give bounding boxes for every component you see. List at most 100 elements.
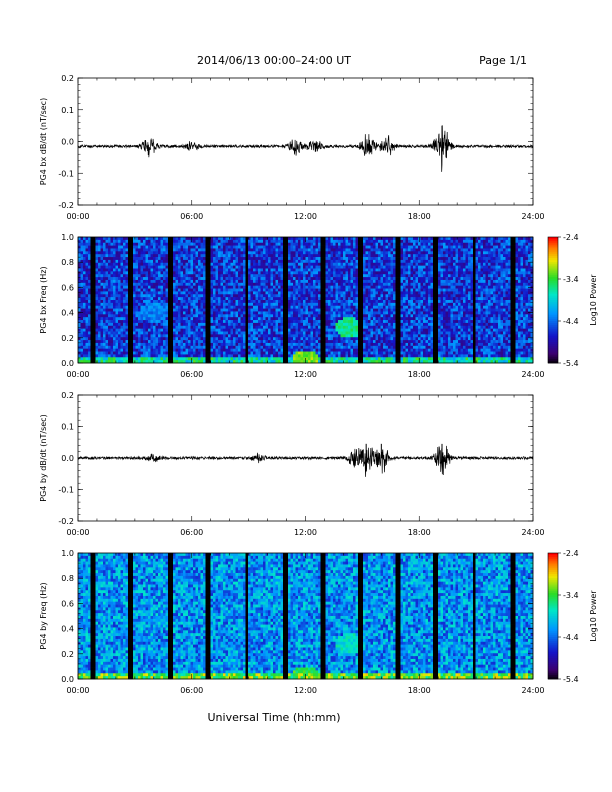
spectrogram-cell [200,288,204,292]
spectrogram-cell [255,314,259,318]
spectrogram-cell [113,320,116,324]
spectrogram-cell [305,245,309,249]
x-tick-label: 12:00 [294,212,317,221]
spectrogram-cell [158,242,161,246]
spectrogram-cell [345,251,349,255]
spectrogram-cell [340,268,344,272]
spectrogram-cell [313,357,316,361]
spectrogram-cell [198,288,201,292]
spectrogram-cell [325,291,329,295]
spectrogram-cell [350,302,354,307]
spectrogram-cell [310,288,314,292]
spectrogram-cell [213,328,216,332]
spectrogram-cell [153,325,156,329]
spectrogram-cell [155,288,159,292]
spectrogram-cell [335,351,339,355]
spectrogram-cell [260,265,264,269]
spectrogram-cell [183,259,186,264]
spectrogram-cell [238,314,241,318]
spectrogram-cell [95,254,99,258]
spectrogram-cell [245,279,249,284]
spectrogram-cell [108,360,111,364]
spectrogram-cell [308,294,311,298]
spectrogram-cell [83,360,86,364]
spectrogram-cell [185,357,189,361]
spectrogram-cell [220,291,224,295]
spectrogram-cell [253,305,256,309]
spectrogram-cell [83,265,86,269]
spectrogram-cell [300,308,304,312]
spectrogram-cell [145,268,149,272]
spectrogram-cell [100,279,104,284]
spectrogram-cell [98,262,101,266]
spectrogram-cell [338,259,341,264]
spectrogram-cell [223,300,226,304]
spectrogram-cell [83,248,86,252]
spectrogram-cell [195,348,199,352]
spectrogram-cell [98,305,101,309]
spectrogram-cell [195,265,199,269]
spectrogram-cell [153,351,156,355]
spectrogram-cell [90,325,94,329]
spectrogram-cell [270,262,274,266]
spectrogram-cell [183,268,186,272]
spectrogram-cell [223,248,226,252]
spectrogram-cell [238,248,241,252]
spectrogram-cell [333,248,336,252]
spectrogram-cell [133,288,136,292]
spectrogram-cell [258,274,261,278]
spectrogram-cell [273,302,276,307]
spectrogram-cell [205,311,209,315]
spectrogram-cell [248,285,251,289]
spectrogram-cell [270,351,274,355]
spectrogram-cell [230,334,234,338]
spectrogram-cell [240,300,244,304]
spectrogram-cell [180,271,184,275]
spectrogram-cell [173,288,176,292]
spectrogram-cell [223,271,226,275]
spectrogram-cell [290,308,294,312]
spectrogram-cell [103,294,106,298]
spectrogram-cell [95,245,99,249]
spectrogram-cell [350,320,354,324]
spectrogram-cell [335,345,339,350]
spectrogram-cell [90,274,94,278]
spectrogram-cell [78,279,81,284]
spectrogram-cell [145,337,149,341]
spectrogram-cell [98,351,101,355]
spectrogram-cell [185,360,189,364]
spectrogram-cell [135,288,139,292]
spectrogram-cell [258,320,261,324]
spectrogram-cell [180,360,184,364]
spectrogram-cell [180,308,184,312]
spectrogram-cell [320,251,324,255]
spectrogram-cell [178,279,181,284]
spectrogram-cell [170,331,174,335]
spectrogram-cell [315,325,319,329]
spectrogram-cell [315,320,319,324]
spectrogram-cell [243,357,246,361]
spectrogram-cell [350,300,354,304]
spectrogram-cell [105,340,109,344]
spectrogram-cell [325,274,329,278]
spectrogram-cell [350,294,354,298]
spectrogram-cell [113,288,116,292]
spectrogram-cell [290,248,294,252]
spectrogram-cell [188,314,191,318]
spectrogram-cell [128,302,131,307]
spectrogram-cell [95,325,99,329]
spectrogram-cell [175,357,179,361]
spectrogram-cell [203,297,206,301]
spectrogram-cell [298,277,301,281]
spectrogram-cell [98,302,101,307]
spectrogram-cell [218,237,221,241]
spectrogram-cell [128,251,131,255]
spectrogram-cell [120,248,124,252]
spectrogram-cell [148,262,151,266]
spectrogram-cell [183,271,186,275]
spectrogram-cell [163,297,166,301]
spectrogram-cell [150,277,154,281]
spectrogram-cell [295,277,299,281]
spectrogram-cell [228,345,231,350]
spectrogram-cell [215,302,219,307]
